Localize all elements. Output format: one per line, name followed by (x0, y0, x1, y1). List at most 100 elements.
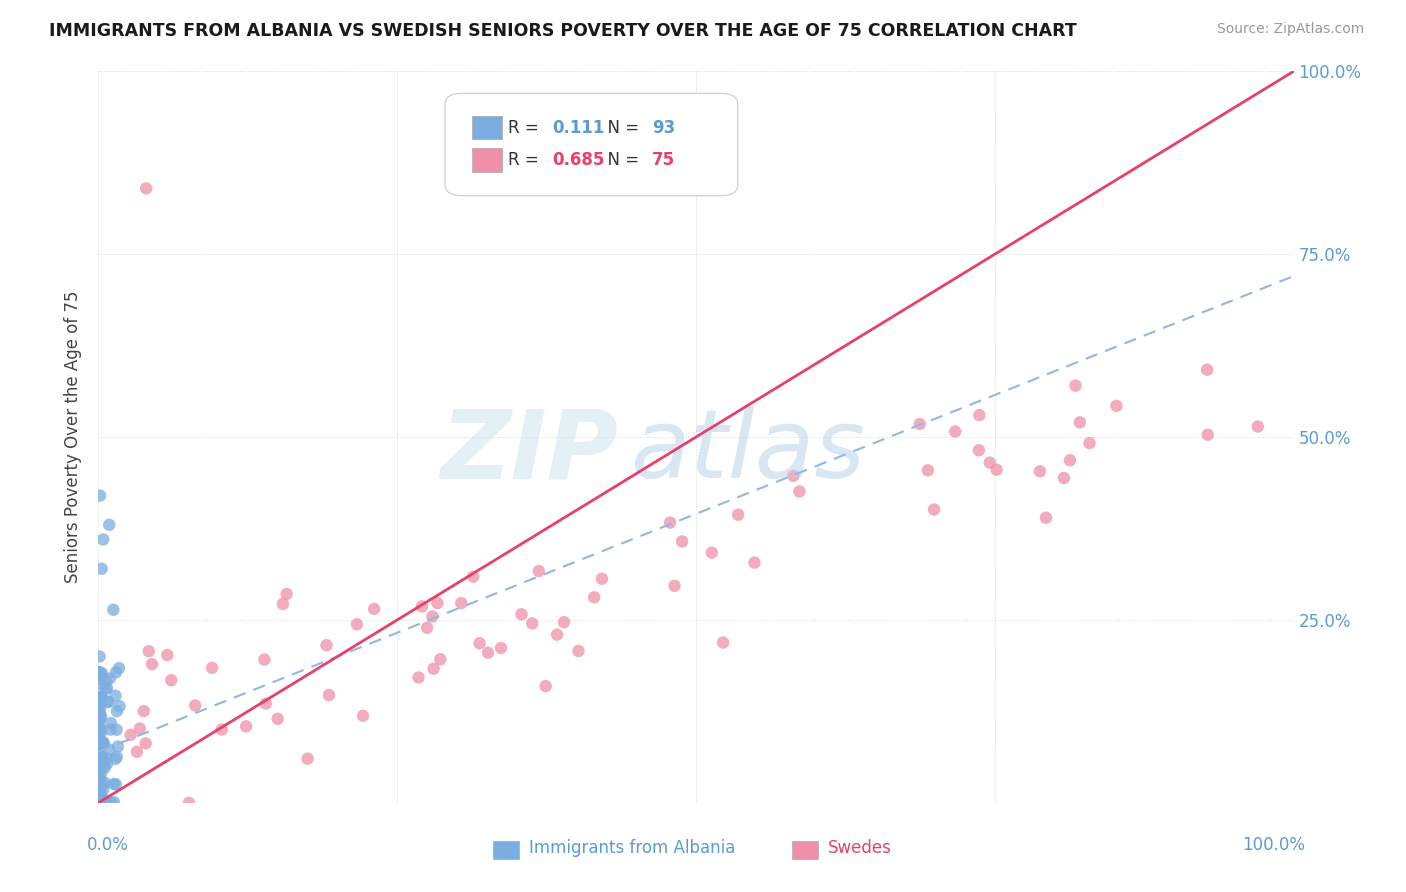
Point (711, 635, 734, 649)
Point (89, 753, 111, 767)
Point (90, 562, 112, 576)
Point (184, 698, 207, 713)
Point (659, 516, 682, 530)
Point (91, 533, 114, 547)
Point (120, 728, 142, 742)
Point (363, 602, 385, 616)
Point (1029, 464, 1052, 478)
Point (96, 673, 118, 688)
Point (450, 596, 472, 610)
Text: IMMIGRANTS FROM ALBANIA VS SWEDISH SENIORS POVERTY OVER THE AGE OF 75 CORRELATIO: IMMIGRANTS FROM ALBANIA VS SWEDISH SENIO… (49, 22, 1077, 40)
Text: ZIP: ZIP (440, 405, 619, 499)
Text: 0.685: 0.685 (553, 151, 605, 169)
Point (100, 723, 122, 737)
Point (700, 546, 723, 560)
Point (89, 489, 111, 503)
Point (107, 739, 129, 754)
Point (416, 621, 439, 635)
Point (138, 644, 160, 658)
Point (546, 627, 568, 641)
Point (94, 776, 117, 790)
Point (104, 777, 127, 791)
Point (87, 792, 110, 806)
Point (664, 579, 686, 593)
Point (103, 603, 125, 617)
Text: R =: R = (509, 151, 544, 169)
Point (89, 672, 111, 686)
Text: atlas: atlas (630, 405, 865, 499)
Bar (494, 841, 519, 859)
Point (91, 737, 114, 751)
Point (96, 681, 118, 696)
Point (1069, 415, 1091, 429)
Point (986, 462, 1008, 476)
Point (89, 781, 111, 796)
Point (90, 665, 112, 680)
Point (100, 716, 122, 731)
Point (90, 677, 112, 691)
Point (90, 776, 112, 790)
Point (89, 721, 111, 735)
Point (1064, 378, 1087, 392)
Point (87, 757, 110, 772)
Point (87, 728, 110, 742)
Point (782, 468, 804, 483)
Text: N =: N = (596, 151, 644, 169)
Point (90, 709, 112, 723)
Point (94, 796, 117, 810)
Point (89, 690, 111, 704)
Point (89, 708, 111, 723)
Point (727, 508, 749, 522)
Point (87, 737, 110, 751)
Point (87, 778, 110, 792)
Point (266, 712, 288, 726)
Point (98, 517, 121, 532)
Point (1247, 419, 1270, 434)
Point (96, 751, 118, 765)
Point (90, 691, 112, 706)
Point (917, 463, 939, 477)
Point (90, 765, 112, 780)
Point (553, 615, 575, 630)
Point (87, 731, 110, 746)
Point (108, 699, 131, 714)
Point (91, 736, 114, 750)
Point (346, 617, 368, 632)
Point (177, 796, 200, 810)
Point (90, 751, 112, 765)
Point (141, 657, 163, 672)
Point (89, 649, 111, 664)
Point (591, 572, 613, 586)
Point (87, 752, 110, 766)
Point (93, 754, 115, 768)
Point (105, 750, 128, 764)
Point (1078, 436, 1101, 450)
Point (103, 795, 125, 809)
Bar (472, 148, 502, 171)
Point (969, 408, 991, 422)
Point (1105, 399, 1128, 413)
Point (89, 711, 111, 725)
Point (87, 704, 110, 718)
Point (103, 777, 125, 791)
Point (91, 782, 114, 797)
Point (89, 702, 111, 716)
Point (87, 665, 110, 680)
FancyBboxPatch shape (446, 94, 738, 195)
Point (135, 736, 157, 750)
Point (93, 755, 115, 769)
Text: 75: 75 (652, 151, 675, 169)
Point (96, 794, 118, 808)
Point (979, 456, 1001, 470)
Point (276, 587, 298, 601)
Point (422, 662, 444, 676)
Text: 0.111: 0.111 (553, 119, 605, 136)
Point (522, 616, 544, 631)
Point (254, 697, 277, 711)
Point (87, 665, 110, 680)
Point (89, 698, 111, 713)
Point (1035, 510, 1057, 524)
Point (89, 666, 111, 681)
Point (90, 749, 112, 764)
Point (93, 796, 115, 810)
